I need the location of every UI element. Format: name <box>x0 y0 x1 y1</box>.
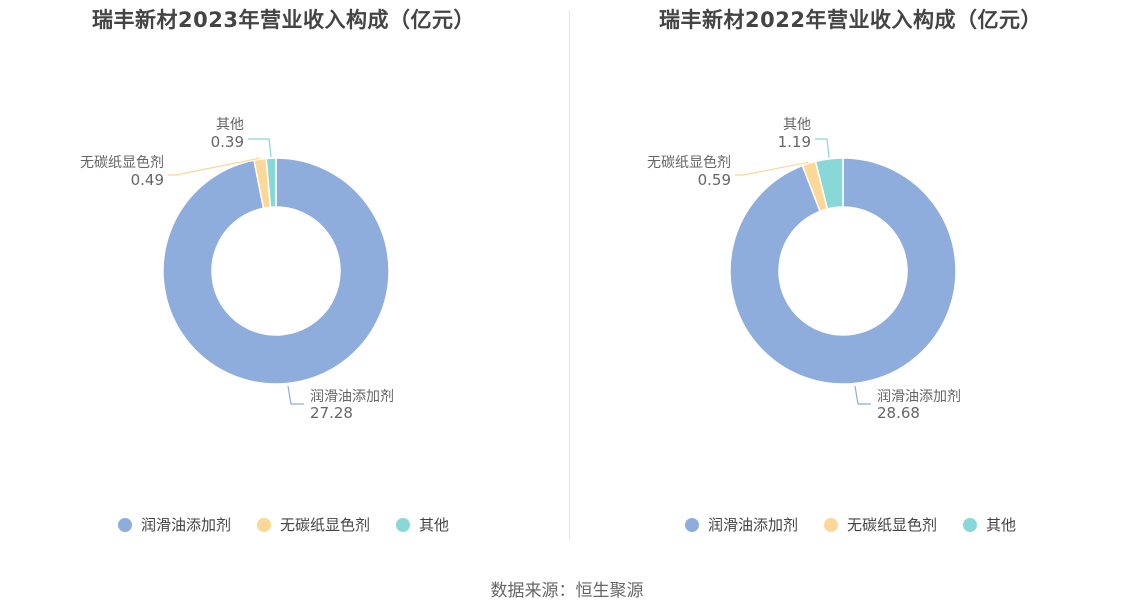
slice-name-label: 无碳纸显色剂 <box>647 154 731 171</box>
leader-line <box>248 138 272 158</box>
legend: 润滑油添加剂 无碳纸显色剂 其他 <box>0 514 567 535</box>
data-source: 数据来源：恒生聚源 <box>490 581 644 601</box>
leader-line <box>854 385 871 405</box>
slice-name-label: 无碳纸显色剂 <box>80 154 164 171</box>
legend-label: 无碳纸显色剂 <box>279 516 370 534</box>
chart-title: 瑞丰新材2022年营业收入构成（亿元） <box>659 8 1042 32</box>
leader-line <box>815 138 830 158</box>
legend-item-other[interactable]: 其他 <box>963 514 1016 535</box>
slice-value-label: 1.19 <box>778 133 811 151</box>
legend-dot-other <box>963 517 977 532</box>
chart-panel-2022: 瑞丰新材2022年营业收入构成（亿元） 润滑油添加剂 28.68 无碳纸显色剂 0.5… <box>567 0 1134 545</box>
panel-divider <box>569 10 570 540</box>
legend-label: 润滑油添加剂 <box>140 516 231 534</box>
legend-label: 其他 <box>419 516 450 534</box>
legend-label: 其他 <box>986 516 1017 534</box>
legend-item-carbonless[interactable]: 无碳纸显色剂 <box>256 514 370 535</box>
legend-label: 润滑油添加剂 <box>707 516 798 534</box>
legend-item-carbonless[interactable]: 无碳纸显色剂 <box>823 514 937 535</box>
slice-name-label: 其他 <box>783 117 811 133</box>
slice-other[interactable] <box>814 157 844 210</box>
slice-value-label: 27.28 <box>310 404 353 422</box>
slice-lubricant[interactable] <box>162 157 390 385</box>
slice-name-label: 润滑油添加剂 <box>877 388 961 405</box>
legend-item-lubricant[interactable]: 润滑油添加剂 <box>117 514 231 535</box>
legend-dot-lubricant <box>684 517 699 532</box>
legend: 润滑油添加剂 无碳纸显色剂 其他 <box>567 514 1134 535</box>
legend-item-lubricant[interactable]: 润滑油添加剂 <box>684 514 798 535</box>
slice-value-label: 0.49 <box>131 171 164 189</box>
legend-label: 无碳纸显色剂 <box>846 516 937 534</box>
slice-name-label: 润滑油添加剂 <box>310 388 394 405</box>
slice-name-label: 其他 <box>216 117 244 133</box>
chart-panel-2023: 瑞丰新材2023年营业收入构成（亿元） 润滑油添加剂 27.28 无碳纸显色剂 0.4… <box>0 0 567 545</box>
leader-line <box>735 161 809 176</box>
legend-dot-other <box>396 517 410 532</box>
slice-value-label: 0.39 <box>211 133 244 151</box>
legend-dot-carbonless <box>823 517 838 532</box>
leader-line <box>168 157 261 176</box>
legend-item-other[interactable]: 其他 <box>396 514 449 535</box>
chart-title: 瑞丰新材2023年营业收入构成（亿元） <box>92 8 475 32</box>
leader-line <box>287 385 304 405</box>
slice-lubricant[interactable] <box>729 157 957 385</box>
slice-value-label: 0.59 <box>698 171 731 189</box>
legend-dot-carbonless <box>256 517 271 532</box>
slice-value-label: 28.68 <box>877 404 920 422</box>
slice-other[interactable] <box>265 157 277 209</box>
legend-dot-lubricant <box>117 517 132 532</box>
